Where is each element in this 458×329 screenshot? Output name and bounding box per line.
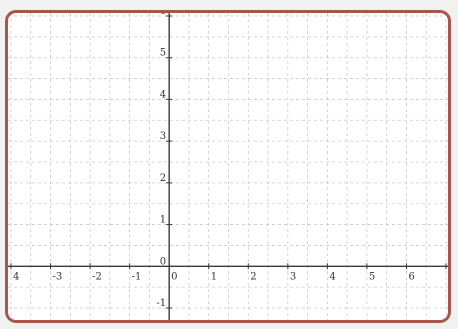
y-tick-label: 2: [160, 173, 166, 184]
y-tick-label: 4: [160, 89, 166, 100]
x-tick-label: -3: [53, 271, 63, 282]
x-tick-label: 5: [369, 271, 375, 282]
x-tick-label: -2: [92, 271, 102, 282]
tick-marks: [10, 15, 447, 309]
x-tick-label: 4: [13, 271, 19, 282]
x-tick-label: 1: [211, 271, 217, 282]
grid-lines: [8, 13, 448, 320]
y-tick-label: 3: [160, 131, 166, 142]
x-tick-label: -1: [132, 271, 142, 282]
y-tick-label: 1: [160, 215, 166, 226]
y-tick-label: 5: [160, 48, 166, 59]
x-tick-label: 3: [290, 271, 296, 282]
x-tick-label: 6: [408, 271, 414, 282]
y-tick-label: 0: [160, 256, 166, 267]
y-tick-label: -1: [156, 298, 166, 309]
y-tick-label: 6: [160, 13, 166, 17]
axes: [8, 13, 448, 320]
x-tick-label: 0: [171, 271, 177, 282]
x-tick-label: 4: [329, 271, 335, 282]
x-tick-label: 2: [250, 271, 256, 282]
